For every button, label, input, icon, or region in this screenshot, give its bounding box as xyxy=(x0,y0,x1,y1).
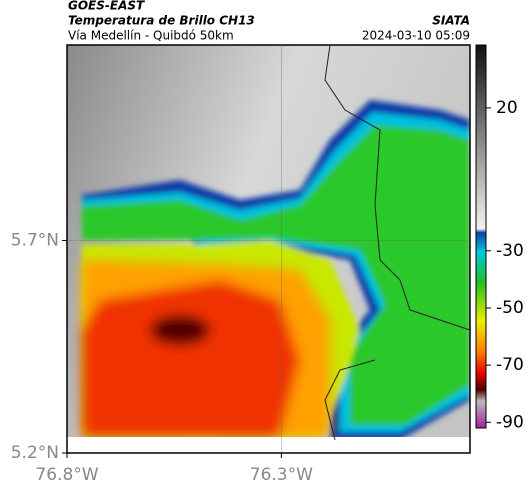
colorbar-label: 20 xyxy=(496,98,518,118)
y-tick-label: 5.7°N xyxy=(11,231,59,251)
x-tick-label: 76.8°W xyxy=(35,465,98,485)
satellite-image xyxy=(67,45,470,453)
subtitle: Vía Medellín - Quibdó 50km xyxy=(68,29,234,43)
colorbar-label: -70 xyxy=(496,355,524,375)
title: Temperatura de Brillo CH13 xyxy=(68,14,255,28)
colorbar-label: -90 xyxy=(496,412,524,432)
x-tick-label: 76.3°W xyxy=(250,465,313,485)
colorbar-label: -30 xyxy=(496,241,524,261)
map-frame xyxy=(66,44,471,454)
datetime: 2024-03-10 05:09 xyxy=(362,29,470,43)
colorbar xyxy=(475,44,487,429)
org: SIATA xyxy=(432,14,470,28)
y-tick-label: 5.2°N xyxy=(11,443,59,463)
source: GOES-EAST xyxy=(68,0,145,13)
colorbar-label: -50 xyxy=(496,298,524,318)
